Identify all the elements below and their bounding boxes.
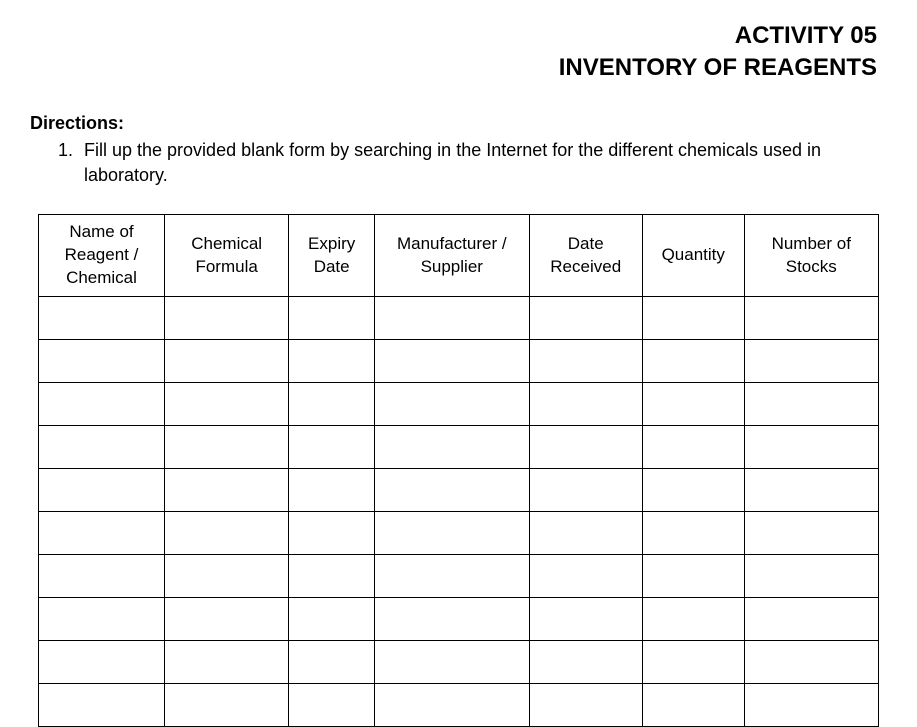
table-cell [374,511,529,554]
table-cell [165,511,289,554]
col-header-formula: Chemical Formula [165,215,289,297]
table-cell [165,382,289,425]
table-cell [642,296,744,339]
directions-item: Fill up the provided blank form by searc… [78,138,887,188]
table-cell [39,597,165,640]
table-row [39,468,879,511]
table-cell [289,425,375,468]
table-row [39,382,879,425]
activity-title: INVENTORY OF REAGENTS [30,52,877,84]
table-cell [39,296,165,339]
table-cell [289,339,375,382]
table-cell [374,683,529,726]
table-cell [529,683,642,726]
table-cell [642,683,744,726]
table-cell [529,382,642,425]
table-cell [39,511,165,554]
table-cell [165,683,289,726]
table-cell [744,511,878,554]
table-cell [165,425,289,468]
table-row [39,339,879,382]
table-cell [744,339,878,382]
inventory-table: Name of Reagent / Chemical Chemical Form… [38,214,879,727]
table-cell [642,554,744,597]
table-cell [374,296,529,339]
table-cell [642,640,744,683]
table-cell [39,554,165,597]
table-cell [165,468,289,511]
table-row [39,640,879,683]
table-cell [374,468,529,511]
table-cell [165,296,289,339]
table-cell [39,468,165,511]
directions-label: Directions: [30,113,887,134]
col-header-name: Name of Reagent / Chemical [39,215,165,297]
table-row [39,425,879,468]
table-cell [642,382,744,425]
table-cell [289,296,375,339]
table-cell [642,425,744,468]
table-cell [374,640,529,683]
table-cell [529,425,642,468]
table-cell [289,597,375,640]
table-cell [529,511,642,554]
header-row: Name of Reagent / Chemical Chemical Form… [39,215,879,297]
table-cell [39,640,165,683]
table-cell [39,339,165,382]
table-cell [374,597,529,640]
table-cell [289,640,375,683]
table-cell [642,468,744,511]
table-cell [529,296,642,339]
table-cell [642,597,744,640]
table-cell [529,554,642,597]
activity-number: ACTIVITY 05 [30,20,877,52]
table-cell [529,339,642,382]
table-row [39,683,879,726]
directions-list: Fill up the provided blank form by searc… [30,138,887,188]
table-cell [289,382,375,425]
col-header-manufacturer: Manufacturer / Supplier [374,215,529,297]
table-cell [374,382,529,425]
col-header-quantity: Quantity [642,215,744,297]
table-cell [642,511,744,554]
table-cell [289,511,375,554]
table-cell [374,554,529,597]
table-cell [165,554,289,597]
table-cell [529,468,642,511]
table-cell [289,468,375,511]
col-header-stocks: Number of Stocks [744,215,878,297]
inventory-table-wrap: Name of Reagent / Chemical Chemical Form… [30,214,887,727]
table-row [39,597,879,640]
table-row [39,554,879,597]
col-header-date-recv: Date Received [529,215,642,297]
table-cell [165,339,289,382]
table-cell [529,640,642,683]
inventory-thead: Name of Reagent / Chemical Chemical Form… [39,215,879,297]
table-cell [642,339,744,382]
table-cell [744,425,878,468]
table-cell [39,425,165,468]
table-cell [744,296,878,339]
table-cell [744,640,878,683]
table-cell [744,597,878,640]
table-cell [374,339,529,382]
table-cell [165,597,289,640]
table-cell [744,382,878,425]
table-cell [744,468,878,511]
table-cell [744,554,878,597]
page-title-block: ACTIVITY 05 INVENTORY OF REAGENTS [30,20,877,85]
table-cell [744,683,878,726]
col-header-expiry: Expiry Date [289,215,375,297]
inventory-tbody [39,296,879,726]
directions-block: Directions: Fill up the provided blank f… [30,113,887,188]
table-cell [289,554,375,597]
table-cell [529,597,642,640]
table-cell [39,683,165,726]
table-row [39,296,879,339]
table-row [39,511,879,554]
table-cell [289,683,375,726]
table-cell [39,382,165,425]
table-cell [374,425,529,468]
table-cell [165,640,289,683]
